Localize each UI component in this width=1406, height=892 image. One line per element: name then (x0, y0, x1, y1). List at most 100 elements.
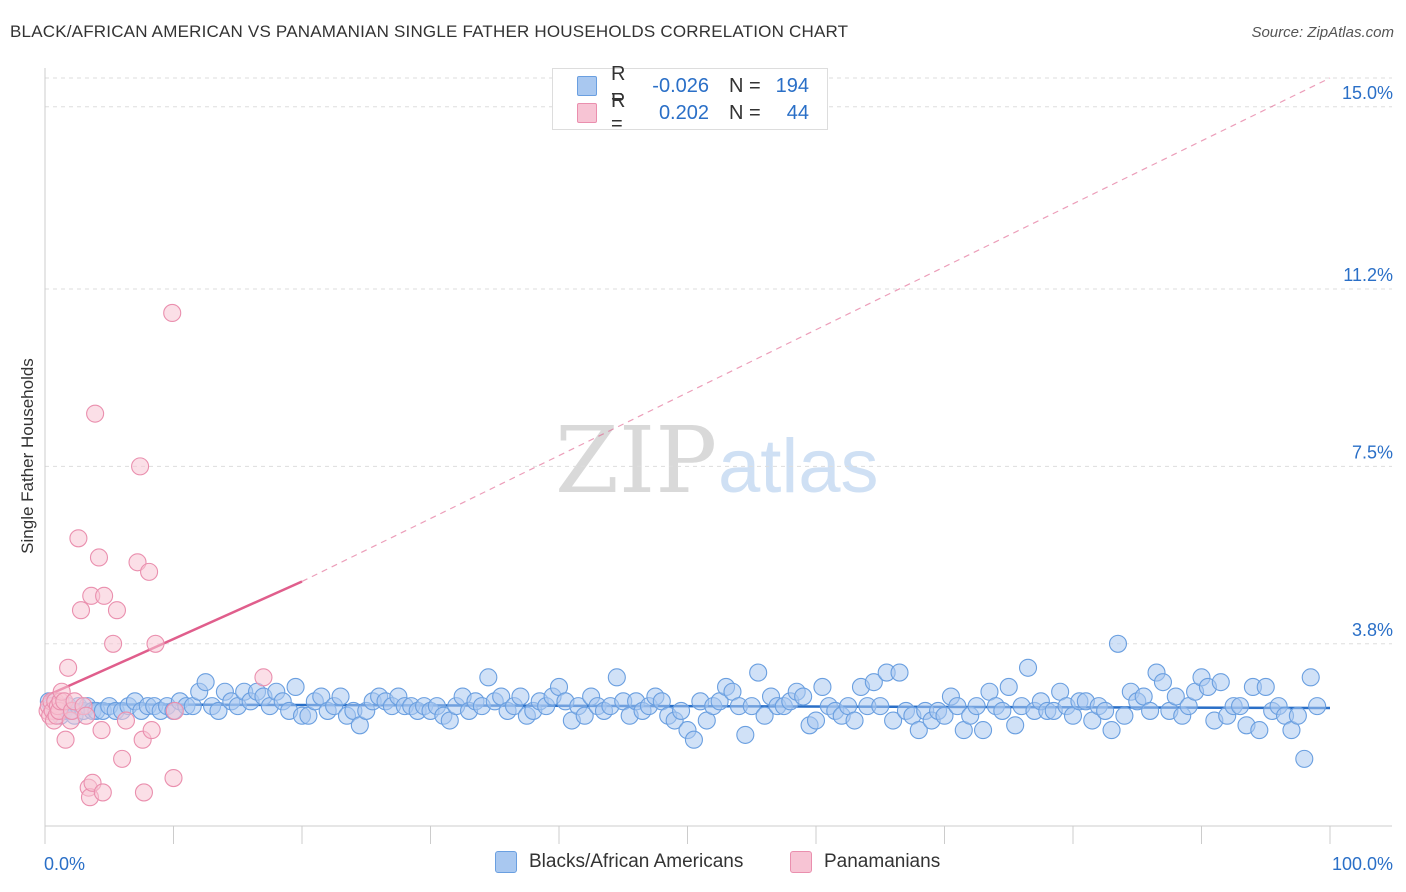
point-blacks (871, 697, 890, 716)
watermark-zip: ZIP (555, 407, 717, 514)
point-blacks (999, 677, 1018, 696)
point-blacks (286, 677, 305, 696)
point-blacks (607, 668, 626, 687)
data-points (38, 303, 1327, 807)
point-panamanians (134, 783, 153, 802)
point-panamanians (93, 783, 112, 802)
series-label-blacks: Blacks/African Americans (529, 851, 744, 872)
y-tick-label: 3.8% (1352, 620, 1393, 640)
point-blacks (209, 701, 228, 720)
point-blacks (948, 697, 967, 716)
point-blacks (749, 663, 768, 682)
legend-row-panamanians: R = 0.202 N = 44 (577, 90, 809, 135)
legend-r-value: -0.026 (652, 74, 709, 97)
point-panamanians (86, 404, 105, 423)
point-blacks (1018, 658, 1038, 677)
legend-n-value: 194 (775, 74, 809, 97)
point-panamanians (131, 457, 150, 476)
point-blacks (993, 701, 1012, 720)
point-panamanians (56, 730, 75, 749)
point-blacks (1250, 721, 1269, 740)
point-blacks (1211, 673, 1230, 692)
y-tick-label: 7.5% (1352, 442, 1393, 462)
point-blacks (1096, 701, 1115, 720)
tick-labels: 3.8% 7.5% 11.2% 15.0% 0.0% 100.0% (44, 83, 1393, 874)
point-panamanians (69, 529, 88, 548)
point-panamanians (107, 601, 127, 620)
legend-row-blacks: R = -0.026 N = 194 (577, 63, 809, 108)
legend-n-value: 44 (786, 101, 809, 124)
series-swatch-blue (495, 851, 517, 873)
point-blacks (1108, 634, 1128, 653)
trend-lines (44, 77, 1331, 710)
point-blacks (672, 701, 691, 720)
trend-line-panamanians-extension (301, 77, 1331, 583)
point-blacks (1256, 677, 1275, 696)
legend-r-value: 0.202 (658, 101, 709, 124)
point-blacks (196, 673, 215, 692)
series-legend-blacks[interactable]: Blacks/African Americans (495, 851, 743, 873)
legend-swatch-blue (577, 76, 597, 96)
point-panamanians (113, 749, 132, 768)
point-blacks (909, 721, 928, 740)
chart-title: BLACK/AFRICAN AMERICAN VS PANAMANIAN SIN… (10, 22, 849, 41)
point-blacks (684, 730, 703, 749)
point-panamanians (254, 668, 273, 687)
point-panamanians (77, 706, 96, 725)
point-blacks (511, 687, 530, 706)
point-blacks (884, 711, 903, 730)
trend-line-panamanians (44, 580, 303, 698)
source-credit: Source: ZipAtlas.com (1251, 24, 1394, 41)
point-blacks (479, 668, 498, 687)
grid-lines (45, 77, 1392, 645)
x-tick-label: 0.0% (44, 854, 85, 874)
point-panamanians (163, 303, 182, 322)
series-swatch-pink (790, 851, 812, 873)
point-blacks (806, 711, 826, 730)
point-blacks (1166, 687, 1185, 706)
point-blacks (794, 687, 813, 706)
point-blacks (1295, 749, 1314, 768)
point-blacks (967, 697, 986, 716)
point-panamanians (92, 721, 111, 740)
x-tick-label: 100.0% (1332, 854, 1393, 874)
point-panamanians (164, 769, 183, 788)
legend-r-label: R = (611, 63, 626, 108)
point-blacks (1115, 706, 1134, 725)
point-blacks (1006, 716, 1025, 735)
point-panamanians (140, 562, 159, 581)
series-label-panamanians: Panamanians (824, 851, 941, 872)
point-blacks (331, 687, 350, 706)
point-panamanians (71, 601, 91, 620)
point-panamanians (165, 701, 184, 720)
point-blacks (1288, 706, 1307, 725)
point-panamanians (95, 586, 114, 605)
point-blacks (575, 706, 594, 725)
point-blacks (736, 725, 755, 744)
point-panamanians (128, 553, 147, 572)
point-blacks (742, 697, 761, 716)
point-panamanians (146, 634, 165, 653)
point-panamanians (104, 634, 123, 653)
point-panamanians (142, 721, 161, 740)
y-axis-label: Single Father Households (18, 358, 37, 554)
series-legend-panamanians[interactable]: Panamanians (790, 851, 940, 873)
correlation-legend: R = -0.026 N = 194 R = 0.202 N = 44 (552, 63, 828, 135)
y-tick-label: 11.2% (1343, 265, 1393, 285)
point-blacks (890, 663, 909, 682)
legend-n-label: N = (729, 101, 761, 124)
legend-n-label: N = (729, 74, 761, 97)
point-blacks (1102, 721, 1121, 740)
point-blacks (755, 706, 774, 725)
point-blacks (1231, 697, 1250, 716)
watermark: ZIP atlas (555, 407, 879, 514)
series-legend: Blacks/African Americans Panamanians (0, 851, 1406, 879)
point-blacks (1308, 697, 1327, 716)
point-panamanians (59, 658, 78, 677)
point-blacks (1301, 668, 1320, 687)
point-blacks (845, 711, 864, 730)
point-blacks (973, 721, 993, 740)
point-blacks (813, 677, 832, 696)
point-panamanians (116, 711, 136, 730)
